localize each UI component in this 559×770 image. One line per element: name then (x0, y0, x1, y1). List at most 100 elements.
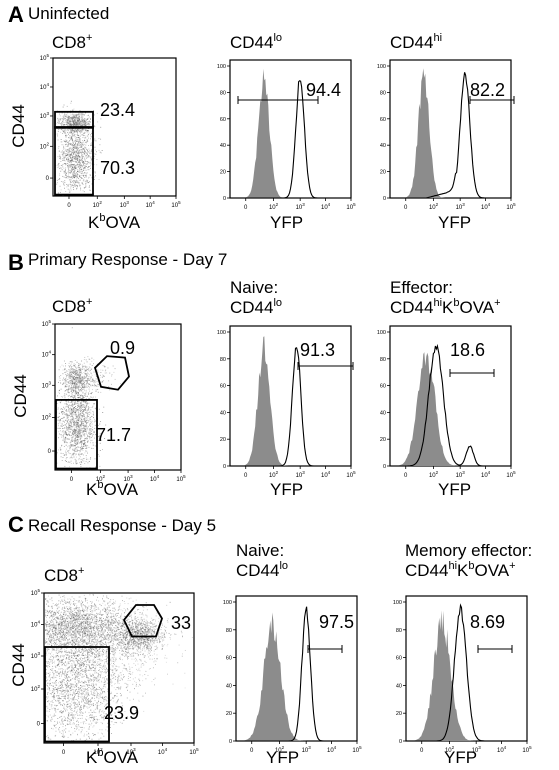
x-tick-label: 102 (429, 470, 439, 479)
histogram-gate-value: 8.69 (470, 612, 506, 632)
histogram-0-1: 0 20 40 60 80 100 0 102 103 104 105 (377, 59, 516, 211)
x-tick-label: 103 (123, 474, 133, 483)
x-tick-label: 105 (176, 474, 186, 483)
section-title: Primary Response - Day 7 (28, 250, 228, 269)
section-title: Uninfected (28, 4, 110, 23)
x-tick-label: 103 (120, 200, 130, 209)
histogram-xlabel: YFP (438, 213, 472, 232)
control-histogram (406, 610, 527, 741)
y-tick-label: 103 (31, 651, 41, 660)
x-tick-label: 104 (497, 745, 507, 754)
x-tick-label: 0 (244, 473, 248, 479)
xlabel-rest: OVA (105, 213, 141, 232)
x-tick-label: 105 (189, 747, 199, 756)
dot-header-sup: + (86, 296, 93, 308)
x-tick-label: 104 (150, 474, 160, 483)
xlabel-rest: OVA (103, 748, 139, 767)
x-tick-label: 104 (321, 202, 331, 211)
histogram-header-line: Naive: (236, 541, 284, 561)
control-histogram (230, 68, 351, 198)
header-rest: K (442, 298, 454, 317)
panel-letter-A: A (8, 2, 24, 27)
y-tick-label: 80 (396, 628, 402, 634)
histogram-1-0: 0 20 40 60 80 100 0 102 103 104 105 (217, 325, 356, 479)
x-tick-label: 105 (346, 470, 356, 479)
y-tick-label: 20 (396, 711, 402, 717)
x-tick-label: 103 (302, 745, 312, 754)
histogram-header-line: Effector: (390, 278, 453, 298)
x-tick-label: 105 (506, 202, 516, 211)
y-tick-label: 0 (399, 739, 402, 745)
histogram-gate-value: 94.4 (306, 80, 342, 100)
y-tick-label: 100 (217, 64, 226, 70)
header-main: CD44 (390, 298, 434, 317)
xlabel-sup: b (97, 747, 104, 759)
x-tick-label: 104 (481, 202, 491, 211)
y-tick-label: 0 (383, 464, 386, 470)
header-main: CD44 (230, 33, 274, 52)
control-histogram (390, 68, 511, 198)
gate-label-lower: 23.9 (104, 703, 140, 723)
sample-histogram (390, 343, 511, 467)
histogram-header-line: Memory effector: (405, 541, 532, 561)
y-tick-label: 80 (226, 628, 232, 634)
y-tick-label: 20 (220, 170, 226, 176)
histogram-0-0: 0 20 40 60 80 100 0 102 103 104 105 (217, 59, 356, 211)
y-tick-label: 100 (223, 600, 232, 606)
y-tick-label: 60 (380, 117, 386, 123)
histogram-xlabel: YFP (270, 213, 304, 232)
header-main: CD44 (230, 298, 274, 317)
header-main: Memory effector: (405, 541, 533, 560)
dot-xlabel: KbOVA (86, 480, 138, 500)
gate-label-upper: 23.4 (100, 100, 136, 120)
y-tick-label: 20 (380, 437, 386, 443)
gate-lower (44, 646, 110, 743)
xlabel-rest: OVA (103, 480, 139, 499)
gate-lower (54, 126, 94, 196)
x-tick-label: 0 (70, 477, 74, 483)
header-main: Naive: (236, 541, 285, 560)
x-tick-label: 103 (296, 470, 306, 479)
header-sup3: + (509, 560, 516, 572)
x-tick-label: 104 (481, 470, 491, 479)
x-tick-label: 103 (472, 745, 482, 754)
y-tick-label: 40 (396, 683, 402, 689)
x-tick-label: 103 (456, 202, 466, 211)
header-sup: lo (273, 297, 283, 309)
y-tick-label: 102 (40, 141, 50, 150)
x-tick-label: 105 (171, 200, 181, 209)
sample-histogram (230, 80, 351, 199)
xlabel-main: K (86, 748, 98, 767)
histogram-gate-value: 18.6 (450, 340, 486, 360)
gate-upper (93, 355, 130, 391)
dot-header-main: CD8 (44, 566, 79, 585)
x-tick-label: 105 (506, 470, 516, 479)
dot-header-main: CD8 (52, 33, 87, 52)
x-tick-label: 102 (93, 200, 103, 209)
dot-xlabel: KbOVA (86, 748, 138, 768)
xlabel-sup: b (97, 479, 104, 491)
x-tick-label: 102 (445, 745, 455, 754)
dot-xlabel: KbOVA (88, 213, 140, 233)
dot-plot-0: 0 102 103 104 105 0 102 103 104 105 (40, 53, 181, 209)
y-tick-label: 103 (40, 111, 50, 120)
dot-plot-header: CD8+ (52, 297, 92, 317)
control-histogram (390, 352, 511, 466)
y-tick-label: 100 (393, 600, 402, 606)
y-tick-label: 104 (42, 350, 52, 359)
y-tick-label: 40 (380, 410, 386, 416)
histogram-header-line: CD44lo (230, 33, 282, 53)
header-main: CD44 (390, 33, 434, 52)
y-tick-label: 60 (220, 117, 226, 123)
section-title: Recall Response - Day 5 (28, 516, 217, 535)
header-sup: lo (273, 32, 283, 44)
x-tick-label: 104 (146, 200, 156, 209)
dot-header-main: CD8 (52, 297, 87, 316)
histogram-header-line: CD44lo (236, 561, 288, 581)
dot-plot-header: CD8+ (52, 33, 92, 53)
y-tick-label: 0 (46, 176, 50, 182)
histogram-xlabel: YFP (444, 748, 478, 767)
histogram-xlabel: YFP (266, 748, 300, 767)
x-tick-label: 103 (296, 202, 306, 211)
header-sup2: b (468, 560, 475, 572)
